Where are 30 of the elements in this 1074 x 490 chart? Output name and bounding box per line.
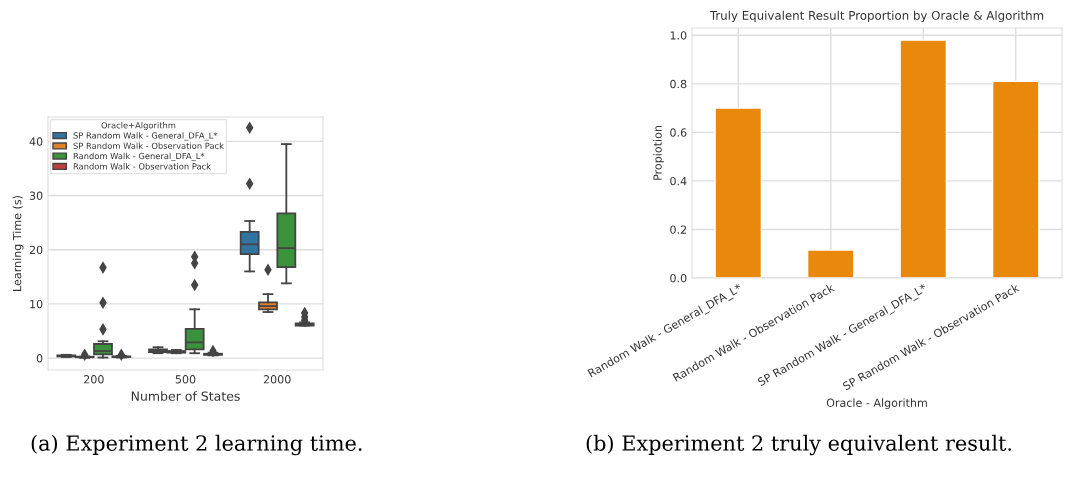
y-tick-label: 30 [29,191,43,200]
y-tick-label: 0.0 [670,273,687,283]
y-axis-title: Propiotion [653,126,664,180]
y-tick-label: 0.2 [670,225,687,234]
legend-title: Oracle+Algorithm [101,122,176,131]
y-tick-label: 20 [29,245,43,255]
legend-label: SP Random Walk - General_DFA_L* [73,132,218,141]
text: (b) Experiment 2 truly equivalent result. [586,434,1012,456]
x-tick-label: 200 [84,375,104,384]
bar [991,80,1040,278]
bar [806,249,855,278]
y-tick-label: 0.8 [670,79,687,89]
y-tick-label: 10 [30,299,43,309]
legend-label: Random Walk - General_DFA_L* [73,152,205,161]
text: (a) Experiment 2 learning time. [31,434,362,456]
legend-label: SP Random Walk - Observation Pack [73,142,224,149]
legend-label: Random Walk - Observation Pack [73,163,211,170]
y-tick-label: 40 [29,137,43,146]
bar [714,107,763,278]
y-tick-label: 0.4 [670,176,687,186]
bar [899,39,948,278]
x-tick-label: 2000 [263,375,291,384]
y-tick-label: 1.0 [670,31,687,40]
y-tick-label: 0 [36,354,43,363]
x-tick-label: 500 [175,375,196,384]
chart-title: Truly Equivalent Result Proportion by Oracle & Algorithm [709,10,1044,23]
y-axis-title: Learning Time (s) [12,195,24,291]
y-tick-label: 0.6 [670,128,687,137]
x-axis-title: Oracle - Algorithm [826,398,927,410]
x-axis-title: Number of States [131,391,240,401]
